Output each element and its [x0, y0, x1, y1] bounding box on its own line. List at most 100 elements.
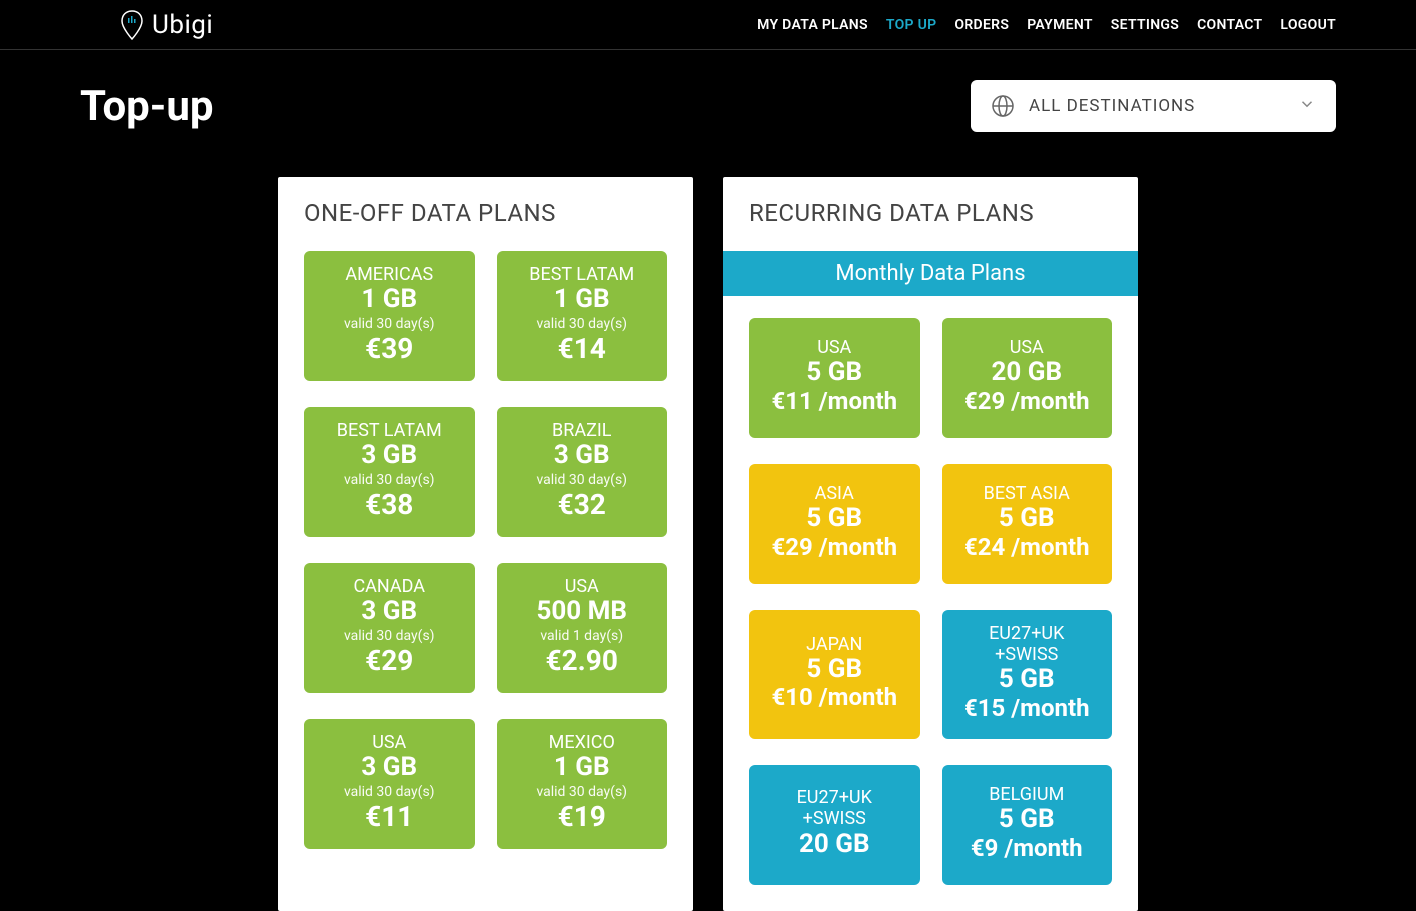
nav-my-data-plans[interactable]: MY DATA PLANS: [757, 17, 868, 33]
plan-price: €10 /month: [771, 684, 897, 712]
nav-orders[interactable]: ORDERS: [954, 17, 1009, 33]
plan-data-amount: 20 GB: [991, 358, 1062, 388]
plan-data-amount: 3 GB: [361, 597, 417, 627]
plan-destination: BRAZIL: [552, 421, 611, 441]
plan-price: €11 /month: [771, 388, 897, 416]
plan-data-amount: 5 GB: [806, 504, 862, 534]
plan-price: €19: [558, 801, 606, 833]
nav: MY DATA PLANS TOP UP ORDERS PAYMENT SETT…: [757, 17, 1336, 33]
plan-validity: valid 30 day(s): [536, 471, 627, 489]
plan-data-amount: 5 GB: [999, 504, 1055, 534]
plan-data-amount: 5 GB: [806, 358, 862, 388]
plan-destination: AMERICAS: [345, 265, 433, 285]
plan-destination: BEST ASIA: [984, 484, 1070, 504]
plan-card[interactable]: AMERICAS1 GBvalid 30 day(s)€39: [304, 251, 475, 381]
plan-data-amount: 500 MB: [536, 597, 627, 627]
plan-price: €29 /month: [964, 388, 1090, 416]
plan-price: €29: [365, 645, 413, 677]
logo-text: Ubigi: [152, 10, 213, 40]
plan-price: €15 /month: [964, 695, 1090, 723]
plan-price: €14: [558, 333, 606, 365]
plan-destination: MEXICO: [549, 733, 615, 753]
plan-card[interactable]: BEST ASIA5 GB€24 /month: [942, 464, 1113, 584]
plan-card[interactable]: CANADA3 GBvalid 30 day(s)€29: [304, 563, 475, 693]
plan-destination: USA: [565, 577, 599, 597]
nav-settings[interactable]: SETTINGS: [1111, 17, 1179, 33]
panel-oneoff-title: ONE-OFF DATA PLANS: [304, 199, 667, 227]
plan-validity: valid 30 day(s): [344, 627, 435, 645]
plan-price: €24 /month: [964, 534, 1090, 562]
destination-select[interactable]: ALL DESTINATIONS: [971, 80, 1336, 132]
plan-price: €38: [365, 489, 413, 521]
globe-icon: [991, 94, 1015, 118]
plan-data-amount: 5 GB: [999, 805, 1055, 835]
panels: ONE-OFF DATA PLANS AMERICAS1 GBvalid 30 …: [80, 177, 1336, 911]
plan-card[interactable]: USA5 GB€11 /month: [749, 318, 920, 438]
plan-card[interactable]: MEXICO1 GBvalid 30 day(s)€19: [497, 719, 668, 849]
plan-destination: +SWISS: [995, 645, 1058, 666]
plan-data-amount: 5 GB: [999, 665, 1055, 695]
plan-card[interactable]: ASIA5 GB€29 /month: [749, 464, 920, 584]
plan-card[interactable]: BEST LATAM1 GBvalid 30 day(s)€14: [497, 251, 668, 381]
plan-price: €32: [558, 489, 606, 521]
plan-validity: valid 30 day(s): [536, 783, 627, 801]
plan-destination: USA: [817, 338, 851, 358]
plan-card[interactable]: EU27+UK+SWISS20 GB: [749, 765, 920, 885]
plan-destination: +SWISS: [803, 809, 866, 830]
plan-data-amount: 3 GB: [554, 441, 610, 471]
plan-data-amount: 3 GB: [361, 441, 417, 471]
plan-data-amount: 1 GB: [361, 285, 417, 315]
page-title: Top-up: [80, 82, 214, 131]
plan-card[interactable]: EU27+UK+SWISS5 GB€15 /month: [942, 610, 1113, 739]
plan-price: €11: [365, 801, 413, 833]
plan-validity: valid 30 day(s): [536, 315, 627, 333]
plan-price: €29 /month: [771, 534, 897, 562]
logo[interactable]: Ubigi: [120, 10, 213, 40]
plan-validity: valid 30 day(s): [344, 315, 435, 333]
plan-price: €9 /month: [971, 835, 1083, 863]
plan-destination: CANADA: [353, 577, 425, 597]
top-row: Top-up ALL DESTINATIONS: [80, 80, 1336, 132]
plan-card[interactable]: BELGIUM5 GB€9 /month: [942, 765, 1113, 885]
nav-contact[interactable]: CONTACT: [1197, 17, 1262, 33]
logo-pin-icon: [120, 10, 144, 40]
plan-data-amount: 20 GB: [799, 830, 870, 860]
plan-card[interactable]: USA3 GBvalid 30 day(s)€11: [304, 719, 475, 849]
plan-price: €2.90: [546, 645, 618, 677]
plan-card[interactable]: JAPAN5 GB€10 /month: [749, 610, 920, 739]
destination-select-label: ALL DESTINATIONS: [1029, 96, 1195, 116]
plan-data-amount: 5 GB: [806, 655, 862, 685]
plan-data-amount: 1 GB: [554, 753, 610, 783]
plan-destination: EU27+UK: [989, 624, 1064, 645]
nav-logout[interactable]: LOGOUT: [1280, 17, 1336, 33]
plan-validity: valid 1 day(s): [540, 627, 623, 645]
plan-data-amount: 3 GB: [361, 753, 417, 783]
panel-recurring: RECURRING DATA PLANS Monthly Data Plans …: [723, 177, 1138, 911]
plan-destination: BELGIUM: [989, 785, 1064, 805]
plan-card[interactable]: USA20 GB€29 /month: [942, 318, 1113, 438]
oneoff-card-grid: AMERICAS1 GBvalid 30 day(s)€39BEST LATAM…: [304, 251, 667, 849]
plan-destination: BEST LATAM: [337, 421, 442, 441]
plan-destination: USA: [1010, 338, 1044, 358]
plan-price: €39: [365, 333, 413, 365]
plan-destination: USA: [372, 733, 406, 753]
panel-recurring-title: RECURRING DATA PLANS: [749, 199, 1112, 227]
nav-top-up[interactable]: TOP UP: [886, 17, 937, 33]
nav-payment[interactable]: PAYMENT: [1027, 17, 1093, 33]
plan-card[interactable]: BEST LATAM3 GBvalid 30 day(s)€38: [304, 407, 475, 537]
plan-destination: BEST LATAM: [529, 265, 634, 285]
plan-card[interactable]: USA500 MBvalid 1 day(s)€2.90: [497, 563, 668, 693]
content: Top-up ALL DESTINATIONS ONE-OFF DATA PLA…: [0, 50, 1416, 911]
recurring-card-grid: USA5 GB€11 /monthUSA20 GB€29 /monthASIA5…: [749, 318, 1112, 885]
plan-data-amount: 1 GB: [554, 285, 610, 315]
header: Ubigi MY DATA PLANS TOP UP ORDERS PAYMEN…: [0, 0, 1416, 50]
chevron-down-icon: [1298, 95, 1316, 118]
plan-destination: ASIA: [815, 484, 854, 504]
plan-validity: valid 30 day(s): [344, 783, 435, 801]
plan-destination: JAPAN: [806, 635, 862, 655]
plan-destination: EU27+UK: [797, 788, 872, 809]
plan-card[interactable]: BRAZIL3 GBvalid 30 day(s)€32: [497, 407, 668, 537]
panel-oneoff: ONE-OFF DATA PLANS AMERICAS1 GBvalid 30 …: [278, 177, 693, 911]
plan-validity: valid 30 day(s): [344, 471, 435, 489]
recurring-banner: Monthly Data Plans: [723, 251, 1138, 296]
